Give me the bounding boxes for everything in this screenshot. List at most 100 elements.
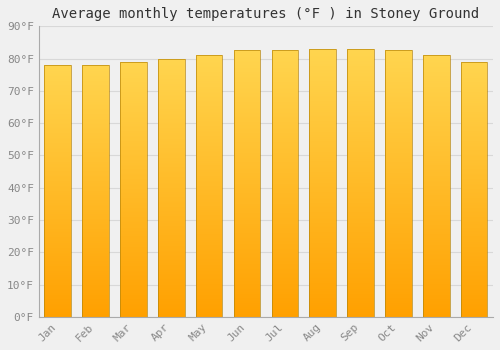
Bar <box>234 148 260 149</box>
Bar <box>196 266 222 267</box>
Bar <box>348 188 374 190</box>
Bar <box>82 206 109 207</box>
Bar <box>348 82 374 84</box>
Bar <box>423 139 450 140</box>
Bar <box>461 147 487 148</box>
Bar <box>385 126 411 128</box>
Bar <box>385 53 411 55</box>
Bar <box>310 184 336 186</box>
Bar <box>82 182 109 183</box>
Bar <box>461 126 487 127</box>
Bar <box>82 137 109 138</box>
Bar <box>272 110 298 112</box>
Bar <box>158 229 184 230</box>
Bar <box>196 244 222 245</box>
Bar <box>310 125 336 127</box>
Bar <box>272 258 298 260</box>
Bar <box>120 78 146 80</box>
Bar <box>348 285 374 286</box>
Bar <box>348 60 374 61</box>
Bar <box>423 225 450 226</box>
Bar <box>44 258 71 259</box>
Bar <box>310 211 336 212</box>
Bar <box>82 127 109 128</box>
Bar <box>234 144 260 145</box>
Bar <box>120 76 146 77</box>
Bar <box>348 116 374 117</box>
Bar <box>120 106 146 108</box>
Bar <box>44 128 71 129</box>
Bar <box>196 169 222 170</box>
Bar <box>158 113 184 114</box>
Bar <box>348 219 374 220</box>
Bar <box>82 162 109 163</box>
Bar <box>158 131 184 132</box>
Bar <box>44 162 71 163</box>
Bar <box>310 268 336 270</box>
Bar <box>423 63 450 64</box>
Bar <box>120 221 146 223</box>
Bar <box>44 154 71 156</box>
Bar <box>196 164 222 165</box>
Bar <box>272 133 298 134</box>
Bar <box>272 50 298 52</box>
Bar <box>158 220 184 221</box>
Bar <box>385 173 411 174</box>
Bar <box>44 297 71 298</box>
Bar <box>82 70 109 71</box>
Bar <box>158 58 184 317</box>
Bar <box>385 142 411 144</box>
Bar <box>461 90 487 91</box>
Bar <box>120 211 146 212</box>
Bar <box>82 284 109 285</box>
Bar <box>82 279 109 280</box>
Bar <box>82 154 109 156</box>
Bar <box>348 148 374 149</box>
Bar <box>158 238 184 239</box>
Bar <box>272 104 298 105</box>
Bar <box>385 103 411 104</box>
Bar <box>310 86 336 88</box>
Bar <box>158 274 184 275</box>
Bar <box>272 257 298 258</box>
Bar <box>272 280 298 281</box>
Bar <box>423 254 450 256</box>
Bar <box>82 138 109 139</box>
Bar <box>272 313 298 314</box>
Bar <box>272 252 298 253</box>
Bar <box>44 266 71 268</box>
Bar <box>44 148 71 149</box>
Bar <box>234 173 260 174</box>
Bar <box>234 274 260 275</box>
Bar <box>423 306 450 308</box>
Bar <box>423 237 450 238</box>
Bar <box>348 177 374 179</box>
Bar <box>234 225 260 226</box>
Bar <box>272 295 298 297</box>
Bar <box>158 130 184 131</box>
Bar <box>348 50 374 51</box>
Bar <box>310 287 336 289</box>
Bar <box>120 142 146 144</box>
Bar <box>348 301 374 302</box>
Bar <box>348 179 374 180</box>
Bar <box>196 147 222 148</box>
Bar <box>272 256 298 257</box>
Bar <box>272 105 298 106</box>
Bar <box>423 240 450 241</box>
Bar <box>120 145 146 146</box>
Bar <box>348 229 374 230</box>
Bar <box>348 199 374 200</box>
Bar <box>385 137 411 138</box>
Bar <box>423 279 450 280</box>
Bar <box>272 168 298 169</box>
Bar <box>234 131 260 132</box>
Bar <box>385 52 411 53</box>
Bar <box>82 125 109 127</box>
Bar <box>461 87 487 89</box>
Bar <box>272 216 298 217</box>
Bar <box>82 275 109 276</box>
Bar <box>82 91 109 93</box>
Bar <box>385 298 411 300</box>
Bar <box>196 75 222 76</box>
